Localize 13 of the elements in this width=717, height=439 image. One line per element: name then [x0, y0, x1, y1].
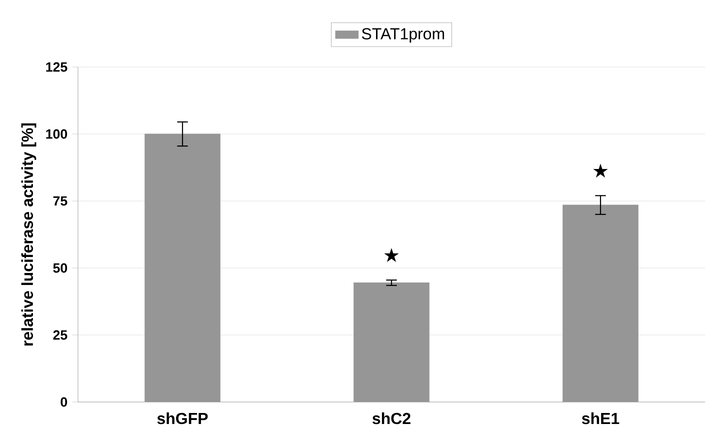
x-tick-label: shGFP [157, 412, 208, 424]
y-axis-title: relative luciferase activity [%] [21, 123, 36, 346]
y-tick-label: 0 [60, 397, 68, 407]
y-tick-label: 50 [53, 263, 68, 273]
annotation: ★ [384, 248, 399, 262]
legend-label: STAT1prom [362, 28, 444, 43]
x-tick-label: shC2 [372, 412, 410, 424]
y-tick-label: 25 [53, 330, 68, 340]
annotation: ★ [593, 164, 608, 178]
x-tick-label: shE1 [582, 412, 620, 424]
y-tick-label: 100 [46, 129, 68, 139]
y-tick-label: 75 [53, 196, 68, 206]
y-tick-label: 125 [46, 62, 68, 72]
